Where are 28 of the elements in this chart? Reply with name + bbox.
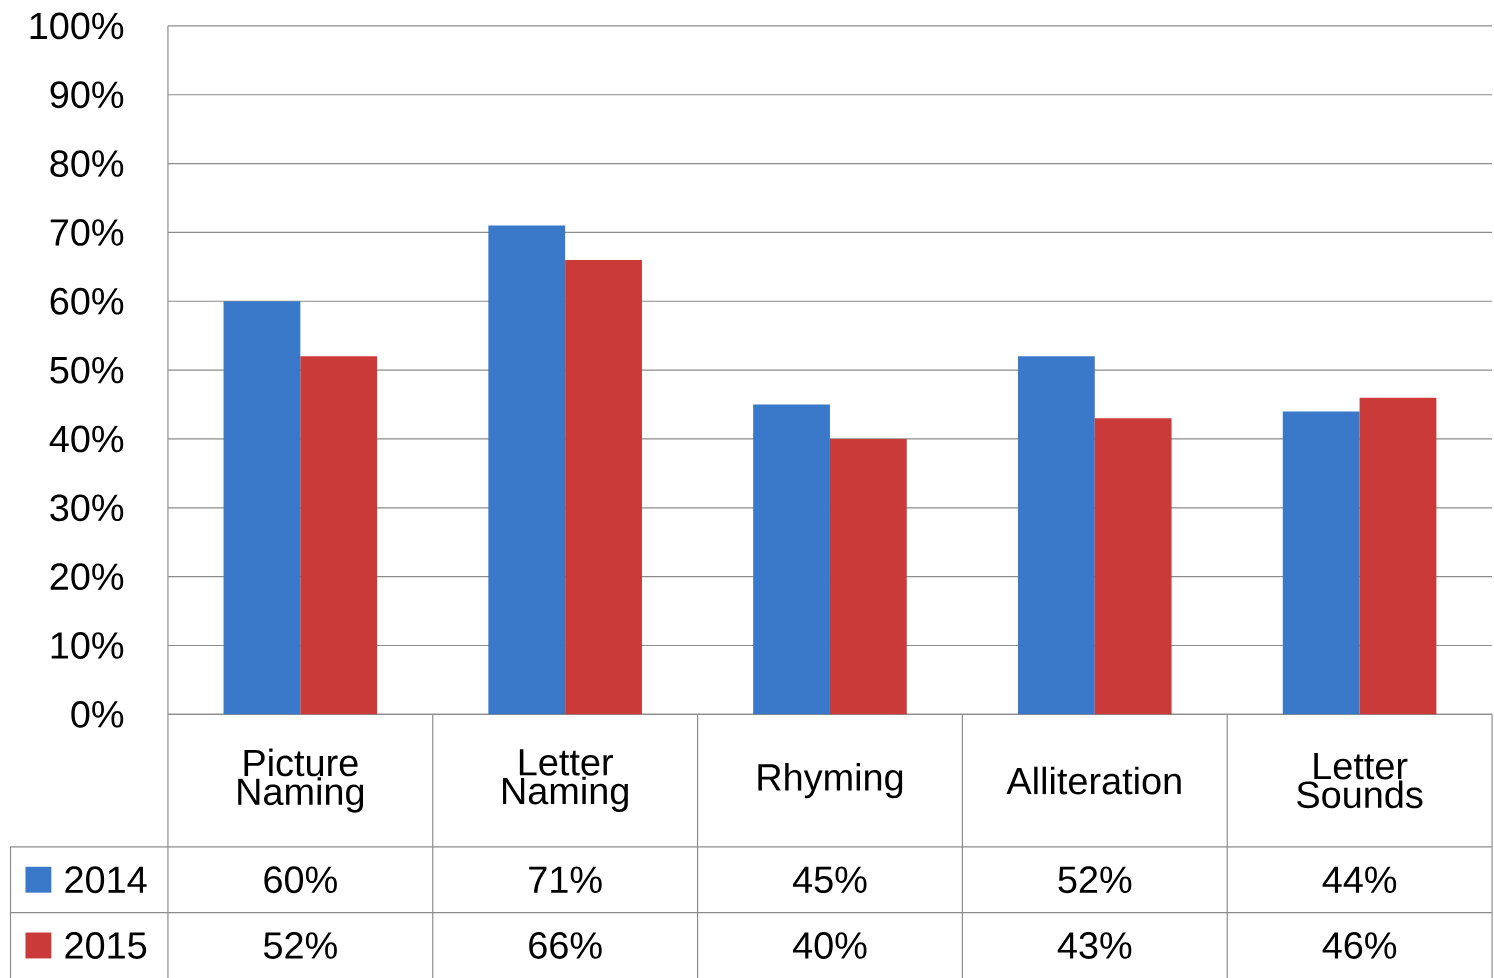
y-tick-label: 40% — [49, 425, 124, 453]
data-label: 40% — [792, 931, 867, 959]
y-tick-label: 70% — [50, 218, 124, 246]
legend-label: 2014 — [65, 866, 147, 893]
y-tick-label: 100% — [30, 12, 124, 40]
x-tick-label: Picture Naming — [238, 748, 364, 813]
x-tick-label: Letter Sounds — [1297, 752, 1423, 809]
y-tick-label: 50% — [50, 356, 124, 384]
y-tick-label: 0% — [71, 700, 124, 728]
x-tick-label: Alliteration — [1006, 766, 1181, 795]
data-label: 44% — [1322, 866, 1397, 893]
x-tick-label: Rhyming — [758, 762, 903, 799]
y-tick-label: 30% — [50, 494, 124, 522]
data-label: 71% — [529, 866, 602, 893]
data-label: 43% — [1057, 931, 1132, 959]
legend-label: 2015 — [65, 931, 147, 959]
y-tick-label: 10% — [51, 631, 124, 659]
data-label: 60% — [264, 866, 337, 893]
data-label: 46% — [1322, 931, 1397, 959]
x-tick-label: Letter Naming — [503, 749, 628, 812]
data-label: 52% — [1058, 866, 1132, 893]
y-tick-label: 20% — [50, 563, 124, 590]
y-tick-label: 60% — [50, 287, 124, 315]
data-label: 52% — [263, 931, 337, 959]
data-label: 45% — [792, 866, 867, 893]
y-tick-label: 80% — [50, 150, 124, 177]
data-label: 66% — [529, 931, 602, 959]
y-tick-label: 90% — [50, 81, 124, 108]
